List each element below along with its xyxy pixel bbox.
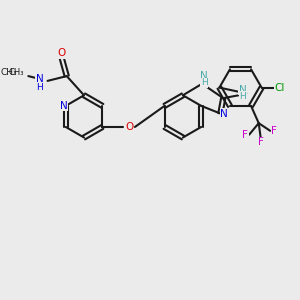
Text: O: O bbox=[125, 122, 133, 132]
Text: N: N bbox=[60, 101, 68, 111]
Text: H: H bbox=[201, 78, 207, 87]
Text: H: H bbox=[239, 92, 246, 101]
Text: Cl: Cl bbox=[275, 82, 285, 93]
Text: N: N bbox=[238, 85, 246, 94]
Text: N: N bbox=[200, 71, 208, 81]
Text: O: O bbox=[58, 48, 66, 58]
Text: CH₃: CH₃ bbox=[8, 68, 23, 77]
Text: N: N bbox=[220, 109, 228, 118]
Text: F: F bbox=[242, 130, 248, 140]
Text: N: N bbox=[36, 74, 44, 84]
Text: F: F bbox=[258, 137, 264, 147]
Text: F: F bbox=[271, 126, 277, 136]
Text: CH₃: CH₃ bbox=[0, 68, 17, 77]
Text: H: H bbox=[37, 83, 43, 92]
